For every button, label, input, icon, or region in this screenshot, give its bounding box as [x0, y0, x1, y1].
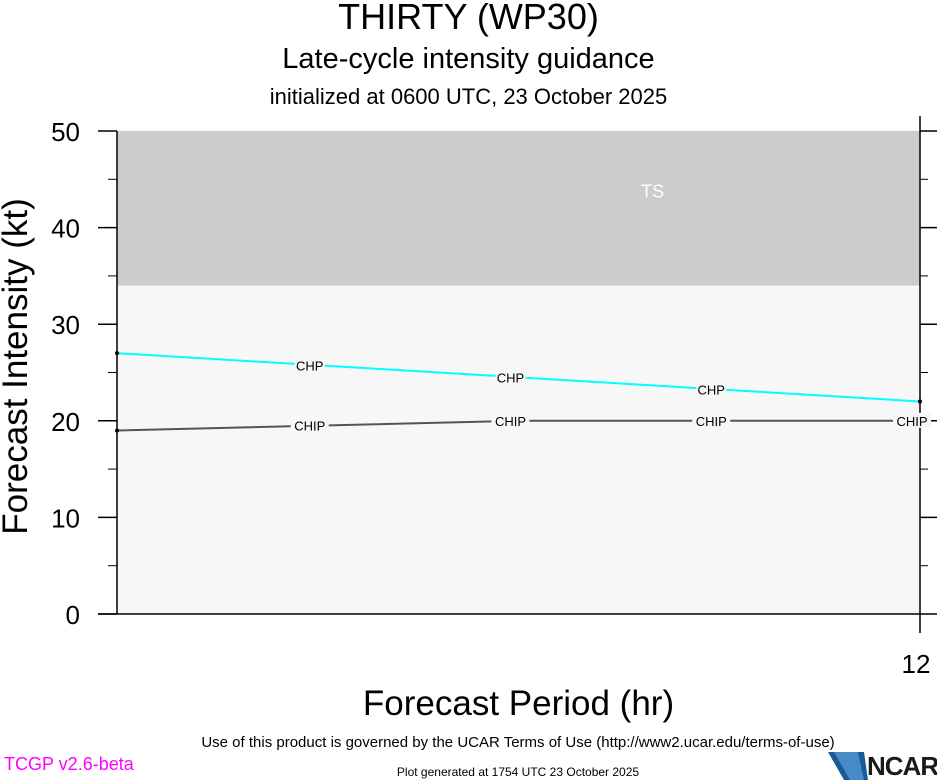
ncar-logo-text: NCAR — [867, 751, 937, 780]
series-label-bg-chip — [290, 417, 329, 433]
y-tick-label: 20 — [51, 407, 80, 437]
series-point-chp — [918, 399, 922, 404]
y-tick-label: 0 — [66, 600, 80, 630]
plot-generated-time: Plot generated at 1754 UTC 23 October 20… — [396, 765, 640, 779]
series-label-chip: CHIP — [495, 414, 526, 429]
series-label-chip: CHIP — [896, 414, 927, 429]
band-ts — [117, 131, 920, 286]
ncar-logo-icon — [828, 752, 868, 780]
series-label-bg-chip — [692, 412, 731, 428]
y-tick-label: 50 — [51, 117, 80, 147]
series-label-chip: CHIP — [294, 419, 325, 434]
version-label: TCGP v2.6-beta — [4, 754, 134, 774]
y-axis-label: Forecast Intensity (kt) — [0, 198, 35, 534]
chart-subtitle: Late-cycle intensity guidance — [282, 43, 655, 75]
chart-title: THIRTY (WP30) — [338, 0, 599, 37]
terms-of-use-note: Use of this product is governed by the U… — [201, 734, 835, 751]
series-label-chp: CHP — [296, 358, 323, 373]
x-tick-label: 12 — [902, 649, 931, 679]
y-tick-label: 30 — [51, 310, 80, 340]
series-point-chip — [115, 428, 119, 433]
series-label-bg-chp — [495, 369, 526, 385]
initialization-time: initialized at 0600 UTC, 23 October 2025 — [269, 84, 668, 109]
series-label-bg-chip — [491, 412, 530, 428]
series-point-chp — [115, 351, 119, 356]
band-label-ts: TS — [641, 181, 664, 201]
y-tick-label: 40 — [51, 214, 80, 244]
series-label-chp: CHP — [698, 382, 725, 397]
series-label-bg-chp — [294, 357, 325, 373]
series-label-bg-chp — [696, 381, 727, 397]
series-label-chp: CHP — [497, 370, 524, 385]
series-label-bg-chip — [893, 412, 931, 428]
y-tick-label: 10 — [51, 503, 80, 533]
x-axis-label: Forecast Period (hr) — [362, 684, 675, 723]
ncar-logo: NCAR — [828, 751, 937, 780]
series-label-chip: CHIP — [696, 414, 727, 429]
